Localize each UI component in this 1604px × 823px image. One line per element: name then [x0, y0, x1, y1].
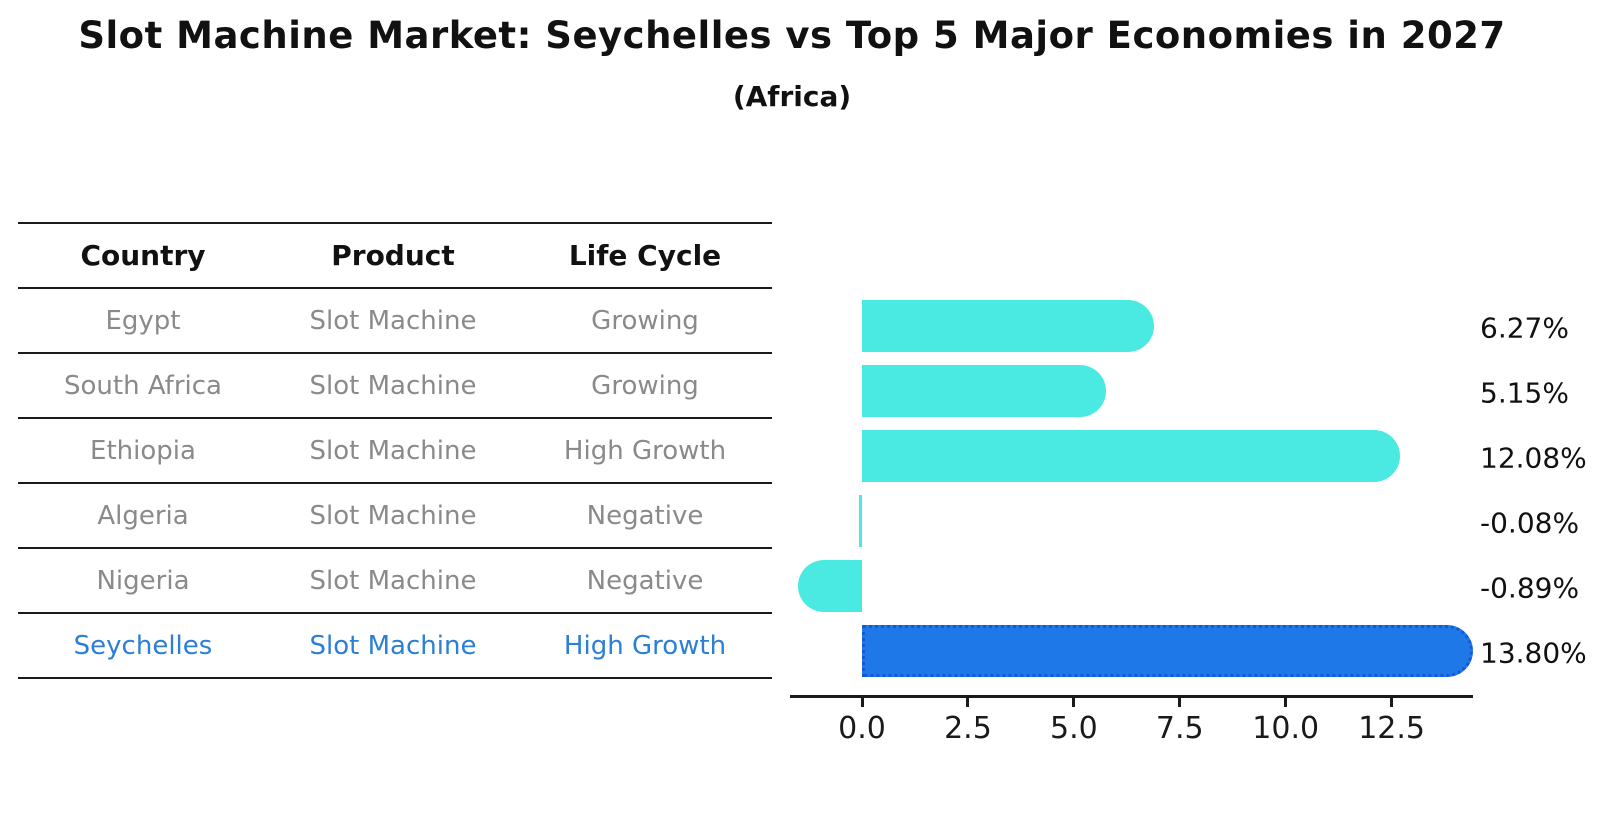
- table-cell-country: Egypt: [105, 305, 181, 336]
- x-tick-label: 0.0: [838, 711, 886, 746]
- x-tick-mark: [1178, 698, 1182, 707]
- table-cell-product: Slot Machine: [309, 370, 477, 401]
- country-comparison-table: Country Product Life Cycle Egypt Slot Machin…: [18, 222, 772, 679]
- x-tick-mark: [1390, 698, 1394, 707]
- table-row: Ethiopia Slot Machine High Growth: [18, 419, 772, 484]
- table-row: Egypt Slot Machine Growing: [18, 289, 772, 354]
- x-tick-label: 5.0: [1050, 711, 1098, 746]
- table-row: Seychelles Slot Machine High Growth: [18, 614, 772, 679]
- chart-title: Slot Machine Market: Seychelles vs Top 5…: [78, 14, 1506, 57]
- table-cell-life_cycle: High Growth: [563, 630, 727, 661]
- bar-egypt: [862, 300, 1154, 352]
- table-cell-life_cycle: High Growth: [563, 435, 727, 466]
- table-cell-product: Slot Machine: [309, 435, 477, 466]
- table-cell-country: Nigeria: [96, 565, 190, 596]
- bar-algeria: [858, 495, 862, 547]
- table-cell-product: Slot Machine: [309, 305, 477, 336]
- table-cell-life_cycle: Negative: [586, 500, 704, 531]
- table-cell-country: Algeria: [97, 500, 189, 531]
- bar-south-africa: [862, 365, 1107, 417]
- x-tick-label: 2.5: [944, 711, 992, 746]
- bar-nigeria: [798, 560, 863, 612]
- table-header-row: Country Product Life Cycle: [18, 224, 772, 289]
- bar-value-label: 13.80%: [1480, 636, 1587, 670]
- table-cell-country: South Africa: [64, 370, 222, 401]
- table-header-country: Country: [80, 239, 206, 272]
- table-row: Algeria Slot Machine Negative: [18, 484, 772, 549]
- bar-value-label: 6.27%: [1480, 311, 1569, 345]
- x-tick-label: 12.5: [1358, 711, 1425, 746]
- table-cell-country: Seychelles: [73, 630, 213, 661]
- bar-value-label: 5.15%: [1480, 376, 1569, 410]
- x-tick-mark: [1072, 698, 1076, 707]
- table-cell-life_cycle: Negative: [586, 565, 704, 596]
- table-header-product: Product: [331, 239, 455, 272]
- x-tick-mark: [1284, 698, 1288, 707]
- bar-value-label: 12.08%: [1480, 441, 1587, 475]
- table-cell-product: Slot Machine: [309, 565, 477, 596]
- bar-value-label: -0.89%: [1480, 571, 1580, 605]
- x-tick-label: 10.0: [1252, 711, 1320, 746]
- x-axis: [790, 695, 1473, 698]
- table-cell-life_cycle: Growing: [591, 370, 699, 401]
- table-row: Nigeria Slot Machine Negative: [18, 549, 772, 614]
- table-cell-country: Ethiopia: [90, 435, 196, 466]
- table-row: South Africa Slot Machine Growing: [18, 354, 772, 419]
- table-header-life_cycle: Life Cycle: [568, 239, 722, 272]
- x-tick-mark: [860, 698, 864, 707]
- bar-value-label: -0.08%: [1480, 506, 1580, 540]
- x-tick-label: 7.5: [1155, 711, 1204, 746]
- bar-seychelles: [862, 625, 1473, 677]
- table-cell-product: Slot Machine: [309, 630, 477, 661]
- table-cell-life_cycle: Growing: [591, 305, 699, 336]
- bar-ethiopia: [862, 430, 1400, 482]
- table-cell-product: Slot Machine: [309, 500, 477, 531]
- x-tick-mark: [966, 698, 970, 707]
- chart-subtitle: (Africa): [732, 80, 852, 113]
